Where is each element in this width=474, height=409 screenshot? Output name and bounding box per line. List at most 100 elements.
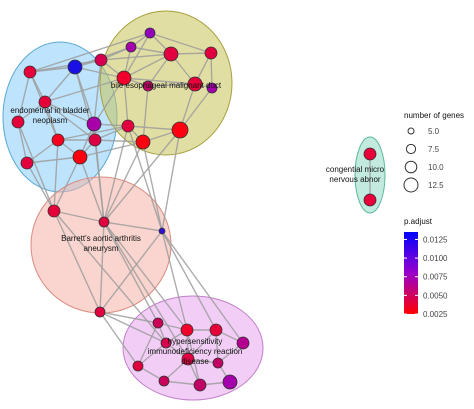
network-node-c3: [94, 306, 106, 318]
color-legend-tick-label: 0.0100: [423, 254, 448, 263]
network-node-c5: [363, 193, 377, 207]
color-legend: p.adjust 0.0125 0.0100 0.0075 0.0050 0.0025: [404, 217, 448, 319]
network-edge: [93, 59, 102, 125]
network-node-c2: [144, 27, 156, 39]
network-edge: [142, 141, 163, 232]
size-legend-circle: [404, 160, 418, 174]
network-edge: [53, 156, 81, 212]
network-node-c1: [88, 133, 102, 147]
network-edge: [161, 230, 217, 331]
network-edge: [123, 77, 196, 85]
network-node-c1: [20, 156, 34, 170]
network-node-c4: [236, 336, 250, 350]
network-edge: [142, 85, 149, 143]
network-node-c1: [23, 65, 37, 79]
color-legend-tick-label: 0.0025: [423, 310, 448, 319]
network-node-c1: [86, 116, 102, 132]
network-edge: [99, 311, 167, 344]
cluster-label-c3: Barrett's aortic arthritis aneurysm: [61, 234, 141, 253]
network-node-c2: [142, 80, 154, 92]
network-node-c5: [363, 147, 377, 161]
size-legend-circle: [407, 127, 415, 135]
size-legend-circle: [405, 143, 417, 155]
network-edge: [147, 83, 196, 87]
network-edge: [17, 121, 55, 212]
network-node-c2: [187, 76, 203, 92]
network-node-c2: [171, 121, 189, 139]
network-edge: [123, 77, 129, 127]
network-edge: [103, 221, 189, 360]
network-node-c2: [121, 119, 135, 133]
network-edge: [100, 53, 172, 61]
color-legend-title: p.adjust: [404, 217, 433, 226]
network-edge: [26, 139, 59, 164]
network-node-c1: [11, 115, 25, 129]
network-node-c1: [94, 53, 108, 67]
network-edge: [179, 87, 213, 131]
network-edge: [26, 156, 81, 164]
network-edge: [93, 77, 125, 125]
size-legend: number of genes 5.0 7.5 10.0 12.5: [403, 111, 464, 193]
cluster-label-c4: hypersensitivity immunodeficiency reactio…: [148, 337, 243, 366]
network-node-c3: [47, 204, 61, 218]
network-node-c4: [132, 360, 144, 372]
size-legend-label: 10.0: [428, 163, 444, 172]
network-node-c2: [116, 70, 132, 86]
cluster-label-c5: congential micro nervous abnor: [326, 165, 385, 184]
network-edge: [53, 210, 105, 223]
network-node-c4: [160, 337, 172, 349]
network-edge: [53, 139, 59, 212]
network-edge: [161, 230, 188, 331]
network-node-c2: [163, 46, 179, 62]
network-node-c2: [135, 134, 151, 150]
network-edge: [137, 342, 167, 367]
network-edge: [26, 162, 55, 212]
network-edge: [103, 125, 129, 223]
network-edge: [103, 221, 159, 324]
network-node-c3: [158, 227, 166, 235]
network-nodes: [11, 27, 377, 392]
network-node-c4: [193, 378, 207, 392]
network-edge: [29, 32, 151, 73]
size-legend-title: number of genes: [404, 111, 464, 120]
network-edge: [17, 121, 28, 164]
network-node-c2: [206, 82, 218, 94]
cluster-labels: endometrial in bladder neoplasm bile esoph…: [10, 81, 384, 366]
network-node-c1: [67, 59, 83, 75]
color-legend-bar: [404, 232, 418, 314]
network-edge: [94, 139, 144, 143]
network-edge: [127, 125, 163, 232]
network-node-c1: [51, 133, 65, 147]
network-edge: [44, 66, 76, 103]
network-edge: [79, 141, 144, 158]
network-node-c1: [38, 95, 52, 109]
network-node-c4: [222, 374, 238, 390]
network-node-c4: [212, 357, 224, 369]
network-edge: [57, 125, 129, 141]
network-edge: [123, 53, 172, 79]
size-legend-label: 7.5: [428, 145, 440, 154]
network-node-c3: [98, 216, 110, 228]
color-legend-tick-label: 0.0125: [423, 235, 448, 244]
network-edge: [53, 210, 167, 344]
network-node-c4: [181, 352, 195, 366]
network-edge: [103, 221, 163, 232]
network-edge: [103, 129, 181, 223]
cluster-label-c1: endometrial in bladder neoplasm: [10, 106, 89, 125]
network-edge: [127, 125, 181, 131]
network-edge: [123, 32, 151, 79]
color-legend-tick-label: 0.0075: [423, 273, 448, 282]
network-edge: [79, 156, 105, 223]
network-edge: [17, 71, 31, 123]
network-edge: [44, 77, 125, 103]
network-node-c4: [180, 323, 194, 337]
network-node-c2: [125, 41, 137, 53]
cluster-label-c2: bile esophageal malignant duct: [111, 81, 222, 90]
network-node-c4: [152, 317, 164, 329]
network-node-c2: [204, 46, 218, 60]
size-legend-circle: [403, 177, 419, 193]
network-edge: [44, 101, 59, 141]
network-edge: [53, 210, 101, 313]
network-edge: [103, 141, 144, 223]
